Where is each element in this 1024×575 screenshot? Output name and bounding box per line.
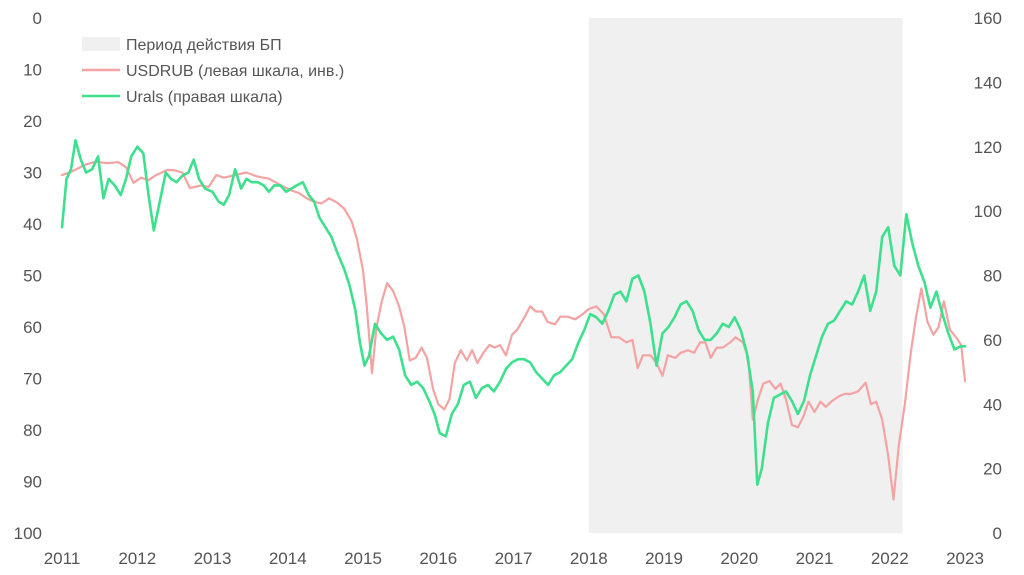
left-tick-label: 80 bbox=[23, 421, 42, 440]
legend-swatch-period bbox=[82, 37, 120, 51]
x-tick-label: 2023 bbox=[946, 549, 984, 568]
right-tick-label: 140 bbox=[974, 73, 1002, 92]
right-tick-label: 20 bbox=[983, 460, 1002, 479]
left-tick-label: 20 bbox=[23, 112, 42, 131]
left-tick-label: 40 bbox=[23, 215, 42, 234]
x-tick-label: 2011 bbox=[44, 549, 81, 568]
left-tick-label: 100 bbox=[14, 524, 42, 543]
right-tick-label: 120 bbox=[974, 138, 1002, 157]
right-tick-label: 40 bbox=[983, 395, 1002, 414]
left-tick-label: 50 bbox=[23, 267, 42, 286]
left-axis-ticks: 0 10 20 30 40 50 60 70 80 90 100 bbox=[14, 9, 42, 543]
series-layer bbox=[60, 139, 967, 501]
shaded-period-layer bbox=[588, 18, 903, 533]
left-tick-label: 90 bbox=[23, 473, 42, 492]
x-axis-ticks: 2011 2012 2013 2014 2015 2016 2017 2018 2019 2020… bbox=[44, 549, 984, 568]
x-tick-label: 2015 bbox=[344, 549, 382, 568]
x-tick-label: 2018 bbox=[570, 549, 608, 568]
x-tick-label: 2012 bbox=[118, 549, 156, 568]
x-tick-label: 2022 bbox=[871, 549, 909, 568]
right-tick-label: 60 bbox=[983, 331, 1002, 350]
left-tick-label: 60 bbox=[23, 318, 42, 337]
x-tick-label: 2016 bbox=[419, 549, 457, 568]
x-tick-label: 2014 bbox=[269, 549, 307, 568]
right-tick-label: 100 bbox=[974, 202, 1002, 221]
shaded-period bbox=[588, 18, 903, 533]
x-tick-label: 2020 bbox=[720, 549, 758, 568]
x-tick-label: 2019 bbox=[645, 549, 683, 568]
left-tick-label: 0 bbox=[33, 9, 42, 28]
usdrub-line bbox=[60, 160, 967, 501]
urals-line bbox=[60, 139, 967, 486]
legend-label-period: Период действия БП bbox=[126, 37, 282, 54]
x-tick-label: 2021 bbox=[796, 549, 834, 568]
right-tick-label: 80 bbox=[983, 267, 1002, 286]
left-tick-label: 30 bbox=[23, 164, 42, 183]
x-tick-label: 2017 bbox=[495, 549, 533, 568]
right-tick-label: 160 bbox=[974, 9, 1002, 28]
legend-label-usdrub: USDRUB (левая шкала, инв.) bbox=[126, 63, 344, 80]
legend-label-urals: Urals (правая шкала) bbox=[126, 89, 283, 106]
right-axis-ticks: 0 20 40 60 80 100 120 140 160 bbox=[974, 9, 1002, 543]
x-tick-label: 2013 bbox=[194, 549, 232, 568]
legend: Период действия БП USDRUB (левая шкала, и… bbox=[82, 37, 344, 106]
left-tick-label: 10 bbox=[23, 61, 42, 80]
right-tick-label: 0 bbox=[993, 524, 1002, 543]
left-tick-label: 70 bbox=[23, 370, 42, 389]
